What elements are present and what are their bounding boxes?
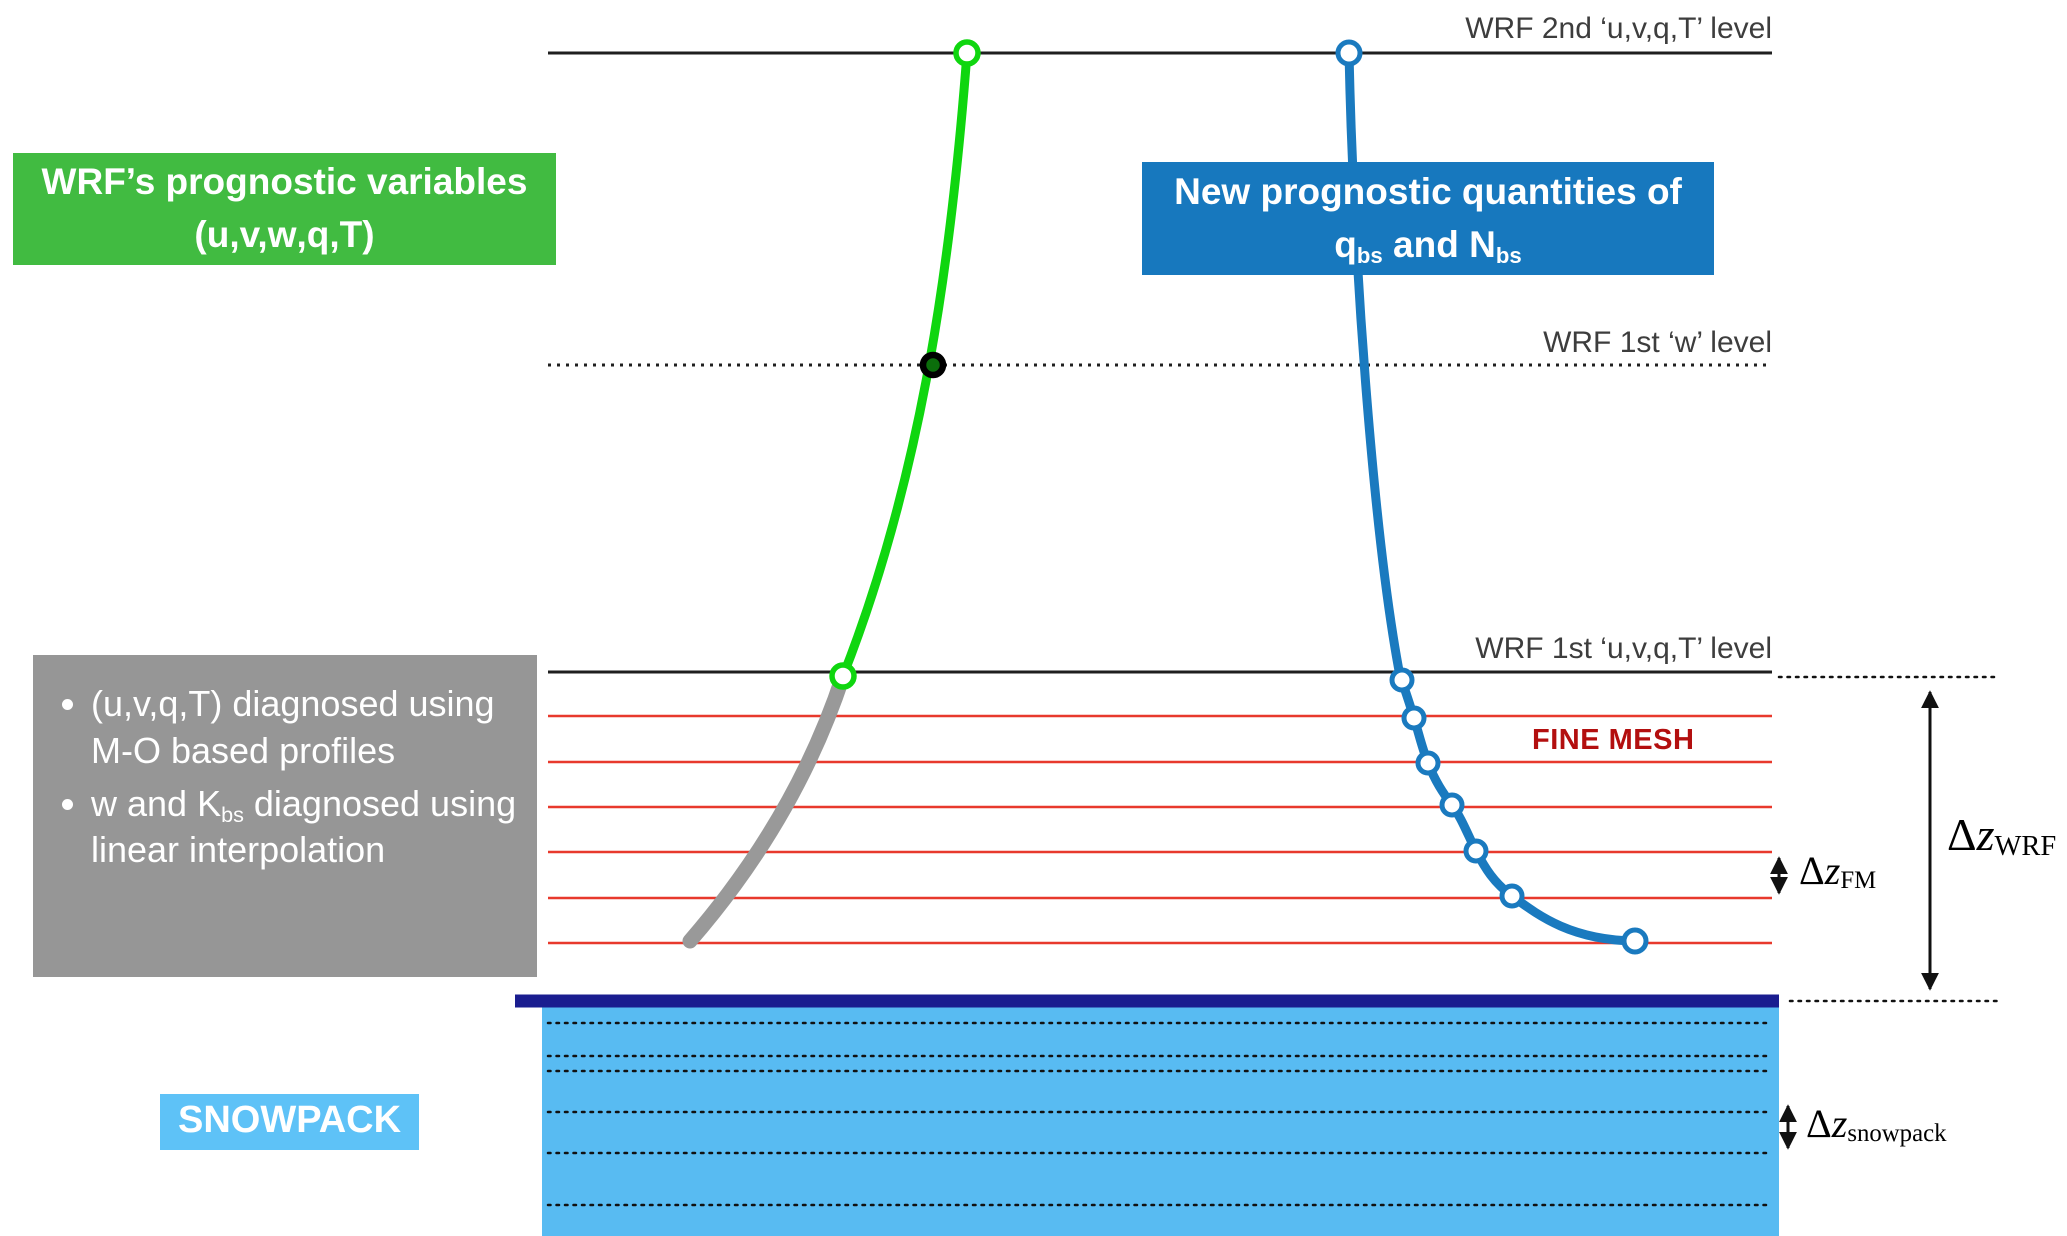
snowpack-region [542, 1006, 1779, 1236]
new-prognostic-line1: New prognostic quantities of [1174, 170, 1682, 212]
blue-node [1415, 750, 1441, 776]
w-level-node [919, 351, 947, 379]
dz-snow-sub: snowpack [1847, 1120, 1947, 1148]
dz-snow-z: z [1831, 1101, 1848, 1146]
wrf-prognostic-line1: WRF’s prognostic variables [41, 161, 528, 203]
wrf-1st-w-level-label: WRF 1st ‘w’ level [1543, 326, 1772, 359]
bullet2-post: diagnosed using linear interpolation [91, 782, 517, 871]
blue-node [1439, 792, 1465, 818]
diagnosed-notes-box: (u,v,q,T) diagnosed using M-O based prof… [33, 655, 537, 977]
blue-node [1463, 838, 1489, 864]
dz-fm-sub: FM [1840, 867, 1877, 895]
dz-wrf-delta: Δ [1947, 809, 1977, 860]
green-wrf-profile-curve [838, 52, 972, 678]
snowpack-layer-lines [546, 1021, 1774, 1207]
blue-node [1401, 705, 1427, 731]
green-line2-w: w [267, 214, 297, 255]
green-top-node [953, 39, 981, 67]
wrf-1st-uvqt-level-label: WRF 1st ‘u,v,q,T’ level [1475, 632, 1772, 665]
dz-snow-delta: Δ [1806, 1101, 1832, 1146]
dz-snowpack-label: Δzsnowpack [1806, 1100, 1946, 1147]
blue-n-sub: bs [1495, 242, 1522, 268]
dz-wrf-sub: WRF [1994, 831, 2057, 863]
green-line2-pre: (u,v, [194, 214, 268, 255]
bullet2-pre: w and K [91, 782, 222, 824]
blue-top-node [1335, 39, 1363, 67]
diagnosed-bullet-2: w and Kbs diagnosed using linear interpo… [91, 781, 523, 875]
snowpack-label: SNOWPACK [160, 1094, 420, 1150]
dz-wrf-z: z [1976, 809, 1995, 860]
dz-fm-delta: Δ [1799, 848, 1825, 893]
dz-wrf-label: ΔzWRF [1947, 808, 2057, 863]
blue-node [1389, 667, 1415, 693]
bullet2-sub: bs [221, 801, 244, 827]
blue-node [1499, 883, 1525, 909]
wrf-prognostic-line2: (u,v,w,q,T) [194, 209, 374, 262]
blue-q-sub: bs [1356, 242, 1383, 268]
dz-fm-label: ΔzFM [1799, 847, 1876, 894]
dz-fm-z: z [1824, 848, 1841, 893]
blue-bottom-node [1621, 927, 1649, 955]
green-first-level-node [829, 662, 857, 690]
wrf-prognostic-box: WRF’s prognostic variables (u,v,w,q,T) [13, 153, 556, 265]
gray-diagnosed-curve [682, 668, 851, 949]
fine-mesh-label: FINE MESH [1532, 724, 1695, 756]
fine-mesh-lines [548, 714, 1772, 945]
new-prognostic-line2: qbs and Nbs [1334, 219, 1521, 272]
blue-q: q [1334, 223, 1357, 265]
blue-nodes [1335, 39, 1649, 955]
green-line2-post: ,q,T) [296, 214, 375, 255]
diagnosed-bullet-1: (u,v,q,T) diagnosed using M-O based prof… [91, 681, 523, 775]
blue-mid: and N [1382, 223, 1496, 265]
wrf-2nd-level-label: WRF 2nd ‘u,v,q,T’ level [1465, 12, 1772, 45]
new-prognostic-box: New prognostic quantities of qbs and Nbs [1142, 162, 1714, 275]
